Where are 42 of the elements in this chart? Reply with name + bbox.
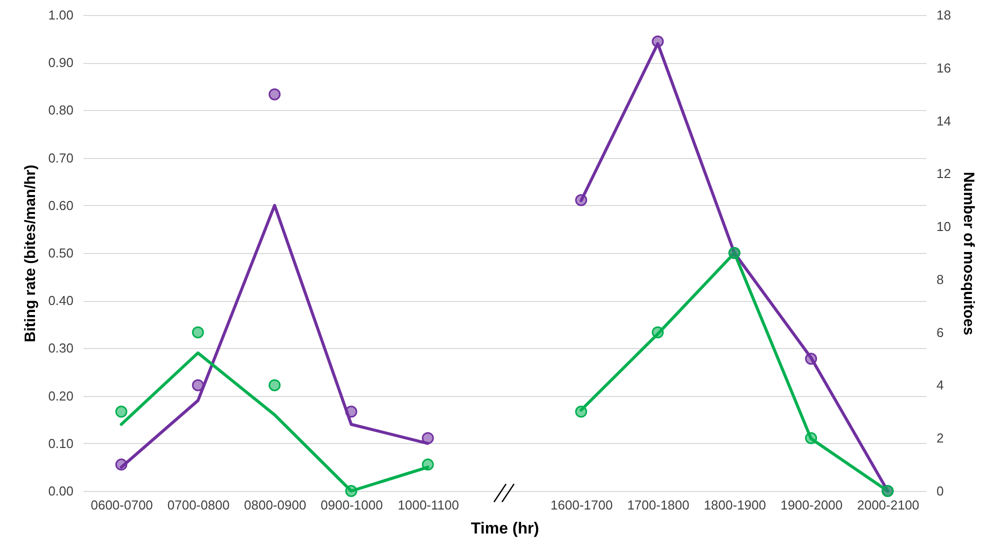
- point: [575, 194, 588, 206]
- x-tick-label: 0900-1000: [320, 498, 383, 512]
- y2-tick-label: 16: [936, 60, 951, 76]
- y2-axis-title: Number of mosquitoes: [960, 172, 977, 336]
- x-tick-label: 0600-0700: [90, 498, 153, 512]
- y-tick-label: 0.60: [48, 198, 74, 213]
- y2-tick-label: 4: [936, 378, 944, 393]
- y-tick-label: 0.20: [48, 388, 74, 404]
- y2-tick-label: 8: [936, 272, 944, 287]
- x-tick-label: 1700-1800: [627, 498, 690, 512]
- y2-tick-label: 12: [936, 166, 951, 182]
- y-tick-label: 0.40: [48, 293, 74, 308]
- y-tick-label: 0.00: [48, 484, 74, 498]
- y2-tick-label: 2: [936, 430, 944, 446]
- y-tick-label: 0.90: [48, 55, 74, 70]
- x-tick-label: 0700-0800: [167, 498, 230, 512]
- x-tick-label: 0800-0900: [244, 498, 306, 512]
- point: [652, 326, 664, 338]
- y2-tick-label: 10: [936, 219, 951, 234]
- x-tick-label: 1800-1900: [704, 498, 766, 512]
- y-tick-label: 0.80: [48, 102, 74, 118]
- point: [805, 352, 818, 365]
- x-axis-title: Time (hr): [470, 520, 540, 538]
- x-tick-label: 2000-2100: [857, 498, 920, 512]
- point: [268, 88, 281, 100]
- y-tick-label: 0.30: [48, 340, 74, 356]
- y-tick-label: 0.50: [48, 246, 74, 260]
- point: [805, 432, 818, 444]
- y2-tick-label: 0: [936, 484, 944, 498]
- point: [345, 485, 358, 497]
- x-tick-label: 1000-1100: [398, 498, 459, 512]
- y2-tick-label: 14: [936, 113, 951, 128]
- y2-tick-label: 6: [936, 324, 944, 340]
- point: [652, 35, 664, 48]
- point: [575, 406, 588, 418]
- y2-tick-label: 18: [936, 8, 951, 22]
- y-tick-label: 0.10: [48, 436, 74, 451]
- y-axis-title: Biting rate (bites/man/hr): [22, 164, 40, 342]
- y-tick-label: 0.70: [48, 150, 74, 166]
- y-tick-label: 1.00: [48, 8, 74, 22]
- x-tick-label: 1900-2000: [780, 498, 843, 512]
- x-tick-label: 1600-1700: [550, 498, 613, 512]
